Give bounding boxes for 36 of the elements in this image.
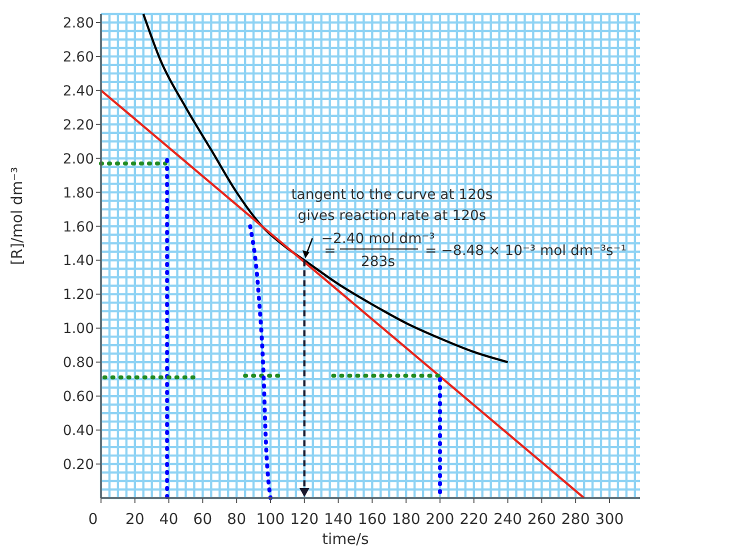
y-tick-label: 0.80	[62, 355, 94, 372]
y-tick-label: 2.40	[62, 83, 94, 100]
line-series	[248, 224, 272, 500]
x-tick-label: 220	[460, 510, 488, 528]
x-axis-title: time/s	[322, 530, 370, 548]
x-tick-label: 180	[392, 510, 420, 528]
x-tick-label: 40	[159, 510, 178, 528]
y-tick-label: 1.60	[62, 219, 94, 236]
x-tick-label: 60	[193, 510, 212, 528]
x-tick-label: 300	[595, 510, 624, 528]
y-tick-label: 2.60	[62, 49, 94, 66]
annotation: tangent to the curve at 120s	[291, 187, 493, 203]
y-tick-label: 1.80	[62, 185, 94, 202]
x-tick-label: 0	[88, 510, 98, 528]
y-tick-label: 2.00	[62, 151, 94, 168]
x-tick-label: 20	[125, 510, 144, 528]
annotation: 283s	[360, 254, 396, 270]
y-axis-title: [R]/mol dm⁻³	[8, 167, 26, 265]
y-tick-label: 1.20	[62, 287, 94, 304]
y-tick-label: 1.40	[62, 253, 94, 270]
x-tick-label: 80	[227, 510, 246, 528]
y-tick-label: 2.20	[62, 117, 94, 134]
x-tick-label: 120	[290, 510, 319, 528]
x-tick-label: 260	[527, 510, 556, 528]
x-tick-label: 100	[256, 510, 285, 528]
x-tick-label: 140	[324, 510, 353, 528]
x-tick-label: 240	[493, 510, 522, 528]
x-tick-label: 160	[358, 510, 387, 528]
y-tick-label: 1.00	[62, 321, 94, 338]
x-tick-label: 200	[426, 510, 454, 528]
y-tick-label: 0.20	[62, 457, 94, 474]
y-tick-label: 0.60	[62, 389, 94, 406]
x-tick-label: 280	[561, 510, 590, 528]
y-tick-label: 2.80	[62, 15, 94, 32]
y-tick-label: 0.40	[62, 423, 94, 440]
annotation: gives reaction rate at 120s	[298, 208, 486, 224]
